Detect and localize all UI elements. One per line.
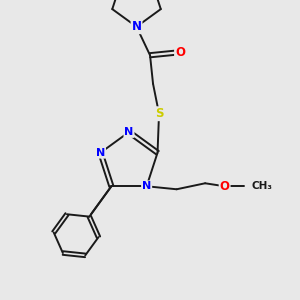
Text: N: N [131,20,142,33]
Text: CH₃: CH₃ [252,181,273,191]
Text: O: O [220,180,230,193]
Text: S: S [155,107,163,120]
Text: N: N [96,148,105,158]
Text: N: N [124,127,134,137]
Text: N: N [142,181,151,191]
Text: O: O [175,46,185,59]
